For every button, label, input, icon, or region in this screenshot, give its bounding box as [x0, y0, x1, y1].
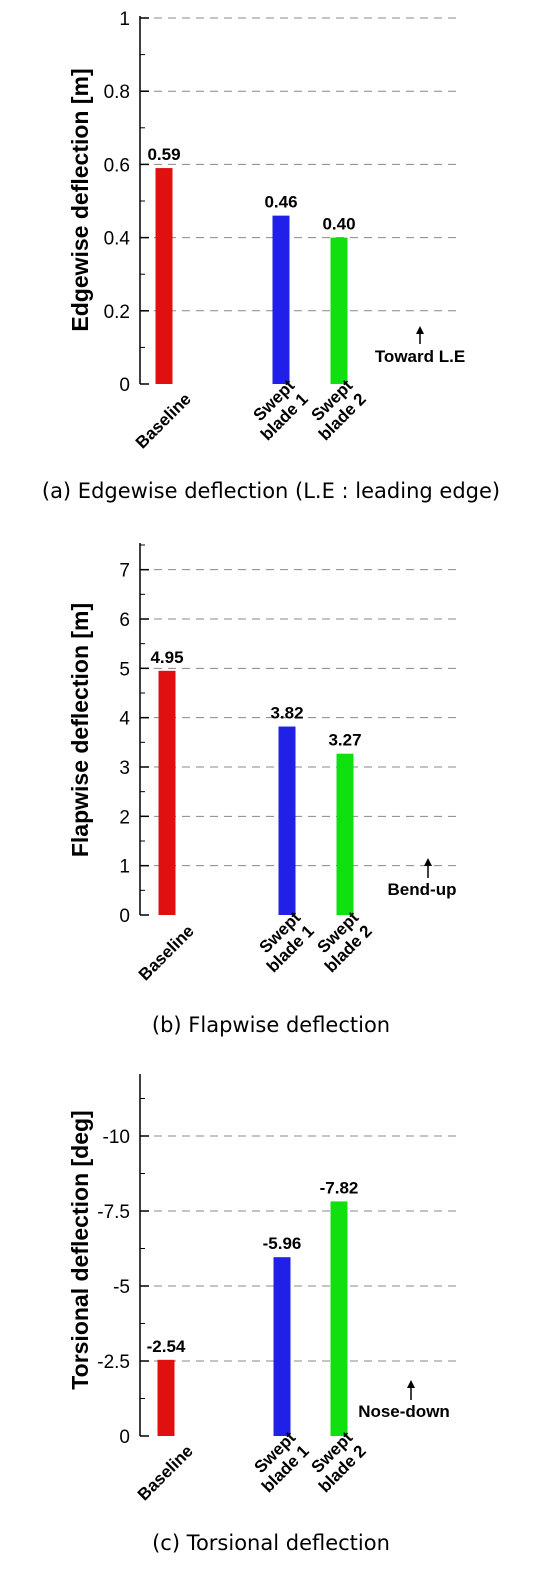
- y-tick-label: 0.6: [104, 155, 130, 176]
- bar-value-label: 0.46: [264, 193, 297, 212]
- direction-annotation: Bend-up: [388, 880, 457, 899]
- y-tick-label: 0: [119, 906, 130, 927]
- bar-swept-blade-2: [336, 753, 354, 915]
- y-tick-label: -10: [103, 1127, 130, 1148]
- bar-value-label: -2.54: [147, 1337, 186, 1356]
- bar-baseline: [158, 670, 176, 915]
- y-tick-label: 0.8: [104, 82, 130, 103]
- category-label: Baseline: [132, 389, 195, 452]
- bar-swept-blade-1: [273, 1257, 291, 1436]
- direction-annotation: Nose-down: [358, 1402, 450, 1421]
- y-tick-label: 7: [119, 561, 130, 582]
- y-axis-label: Edgewise deflection [m]: [67, 68, 93, 331]
- arrow-head-icon: [407, 1380, 415, 1388]
- chart-1: 0 0.2 0.4 0.6 0.8 1 Edgewise deflection [m] 0.5…: [42, 9, 500, 503]
- category-label: Sweptblade 1: [250, 908, 319, 977]
- category-label-line: Baseline: [132, 389, 195, 452]
- arrow-head-icon: [424, 858, 432, 866]
- bar-value-label: 0.40: [322, 215, 355, 234]
- bar-value-label: 0.59: [147, 145, 180, 164]
- y-tick-label: 5: [119, 659, 130, 680]
- y-tick-label: 1: [119, 9, 130, 30]
- arrow-head-icon: [416, 326, 424, 334]
- bar-value-label: -7.82: [320, 1178, 359, 1197]
- y-tick-label: 4: [119, 709, 130, 730]
- bar-swept-blade-1: [278, 726, 296, 915]
- subfigure-caption: (c) Torsional deflection: [152, 1531, 390, 1555]
- bar-swept-blade-2: [330, 237, 348, 384]
- y-axis-label: Torsional deflection [deg]: [67, 1110, 93, 1389]
- y-tick-label: -2.5: [97, 1352, 130, 1373]
- y-tick-label: 0.4: [104, 229, 131, 250]
- y-tick-label: -5: [113, 1277, 130, 1298]
- category-label: Sweptblade 1: [244, 376, 313, 445]
- bar-baseline: [157, 1359, 175, 1436]
- category-label-line: Baseline: [134, 1441, 197, 1504]
- category-label: Sweptblade 1: [245, 1428, 314, 1497]
- y-tick-label: 0: [119, 375, 130, 396]
- category-label: Sweptblade 2: [302, 1428, 371, 1497]
- bar-value-label: 4.95: [150, 648, 183, 667]
- y-tick-label: 1: [119, 857, 130, 878]
- y-tick-label: -7.5: [97, 1202, 130, 1223]
- category-label: Baseline: [134, 1441, 197, 1504]
- y-tick-label: 6: [119, 610, 130, 631]
- category-label: Baseline: [135, 921, 198, 984]
- y-axis-label: Flapwise deflection [m]: [67, 603, 93, 857]
- chart-2: 0 1 2 3 4 5 6 7 Flapwise deflection [m] 4.95 Basel…: [67, 543, 458, 1037]
- bar-value-label: 3.27: [328, 731, 361, 750]
- direction-annotation: Toward L.E: [375, 347, 465, 366]
- chart-3: 0 -2.5 -5 -7.5 -10 Torsional deflection [deg]…: [67, 1074, 458, 1555]
- bar-value-label: 3.82: [270, 704, 303, 723]
- y-tick-label: 3: [119, 758, 130, 779]
- category-label: Sweptblade 2: [308, 908, 377, 977]
- subfigure-caption: (b) Flapwise deflection: [152, 1013, 390, 1037]
- y-tick-label: 2: [119, 807, 130, 828]
- category-label-line: Baseline: [135, 921, 198, 984]
- bar-value-label: -5.96: [263, 1234, 302, 1253]
- category-label: Sweptblade 2: [302, 376, 371, 445]
- bar-baseline: [155, 168, 173, 384]
- bar-swept-blade-1: [272, 215, 290, 384]
- bar-swept-blade-2: [330, 1201, 348, 1436]
- y-tick-label: 0.2: [104, 302, 130, 323]
- y-tick-label: 0: [119, 1427, 130, 1448]
- subfigure-caption: (a) Edgewise deflection (L.E : leading e…: [42, 479, 500, 503]
